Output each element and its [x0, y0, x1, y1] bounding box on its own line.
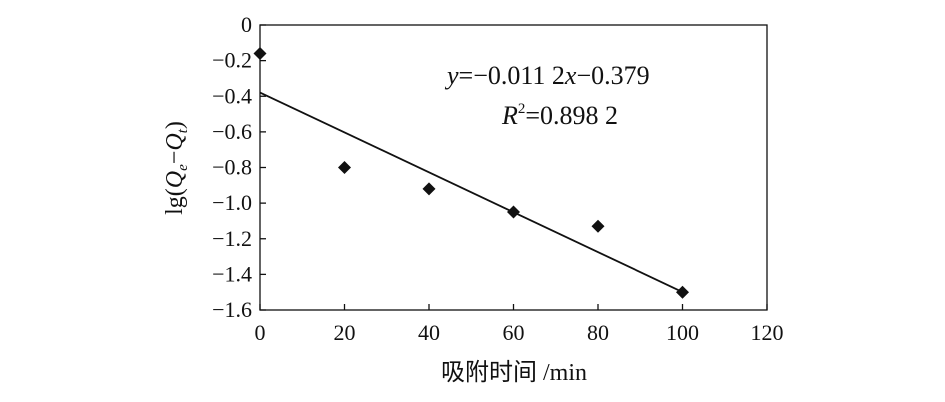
y-tick-label: −0.2: [212, 48, 252, 73]
y-tick-label: 0: [241, 12, 252, 37]
x-tick-label: 120: [751, 320, 784, 345]
y-tick-label: −1.2: [212, 226, 252, 251]
y-axis-ticks: 0 −0.2 −0.4 −0.6 −0.8 −1.0 −1.2 −1.4 −1.6: [212, 12, 266, 322]
x-axis-ticks: 0 20 40 60 80 100 120: [255, 304, 784, 345]
x-tick-label: 100: [666, 320, 699, 345]
data-point: [591, 219, 605, 233]
y-tick-label: −1.0: [212, 190, 252, 215]
y-tick-label: −1.6: [212, 297, 252, 322]
data-points: [253, 47, 689, 299]
r-squared-label: R2=0.898 2: [501, 101, 618, 130]
y-tick-label: −0.4: [212, 83, 252, 108]
data-point: [507, 205, 520, 219]
y-tick-label: −0.8: [212, 155, 252, 180]
y-tick-label: −1.4: [212, 261, 252, 286]
data-point: [338, 161, 351, 174]
data-point: [676, 285, 689, 299]
y-axis-title: lg(Qe−Qt): [162, 121, 191, 215]
data-point: [253, 47, 267, 60]
x-tick-label: 0: [255, 320, 266, 345]
x-tick-label: 20: [334, 320, 356, 345]
equation-label: y=−0.011 2x−0.379: [444, 61, 650, 90]
x-tick-label: 40: [418, 320, 440, 345]
y-tick-label: −0.6: [212, 119, 252, 144]
x-tick-label: 80: [587, 320, 609, 345]
data-point: [422, 182, 436, 196]
x-tick-label: 60: [503, 320, 525, 345]
fit-line: [259, 91, 683, 293]
x-axis-title: 吸附时间 /min: [441, 359, 587, 386]
